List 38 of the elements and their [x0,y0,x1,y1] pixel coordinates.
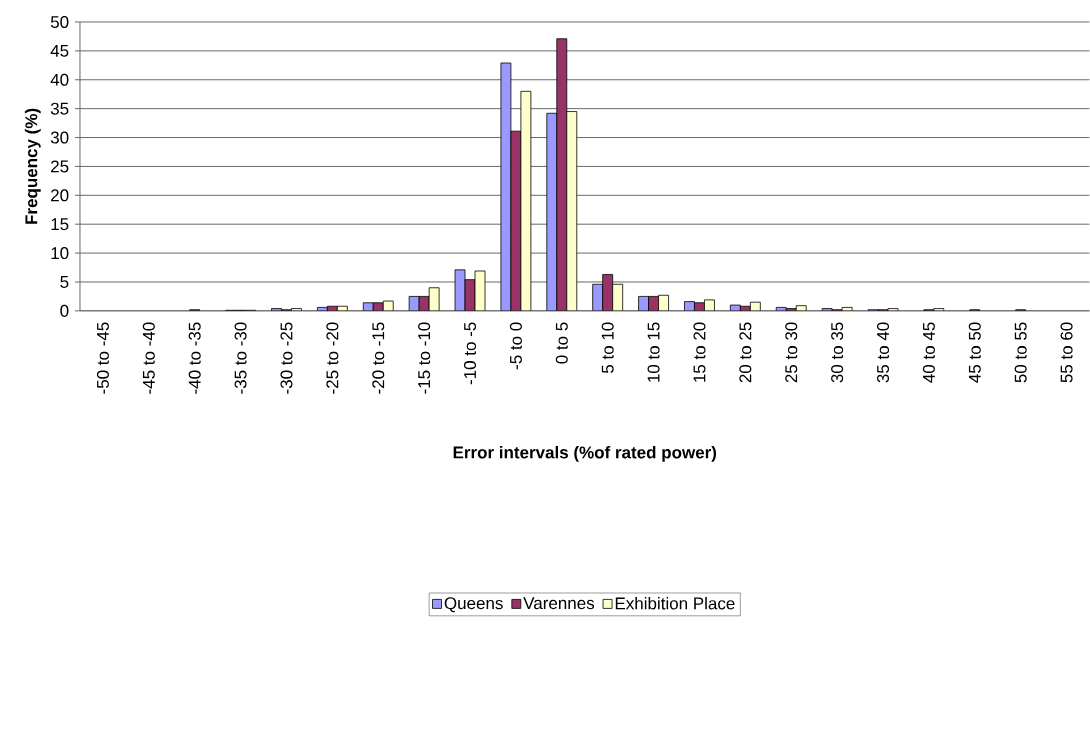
x-tick-label: 30 to 35 [831,322,844,383]
x-tick-label: -50 to -45 [96,322,109,394]
x-tick-label: -15 to -10 [418,322,431,394]
x-tick-label: -45 to -40 [142,322,155,394]
legend-label: Exhibition Place [615,597,735,610]
y-tick-label: 30 [50,131,69,144]
x-tick-label: -10 to -5 [464,322,477,385]
x-tick-label: 35 to 40 [876,322,890,383]
x-tick-label: 55 to 60 [1060,322,1073,383]
y-axis-title: Frequency (%) [24,108,41,224]
y-tick-label: 0 [60,305,69,318]
x-tick-label: 0 to 5 [555,322,568,364]
y-tick-label: 35 [50,102,69,115]
y-tick-label: 25 [51,160,69,173]
y-tick-label: 5 [60,276,69,289]
x-tick-label: -25 to -20 [326,322,339,394]
x-tick-label: 50 to 55 [1014,322,1027,383]
x-tick-label: -35 to -30 [234,322,247,394]
y-tick-label: 20 [51,189,69,202]
legend-label: Queens [444,597,503,613]
x-tick-label: -30 to -25 [280,322,293,394]
y-tick-label: 45 [50,45,69,57]
y-tick-label: 10 [51,247,69,260]
x-tick-label: -5 to 0 [509,322,522,370]
x-tick-label: 40 to 45 [922,322,935,383]
y-tick-label: 15 [51,218,69,231]
x-tick-label: 15 to 20 [693,322,706,382]
y-tick-label: 40 [50,73,69,86]
x-tick-label: -40 to -35 [188,322,201,394]
x-tick-label: -20 to -15 [372,322,385,394]
x-axis-title: Error intervals (%of rated power) [453,446,717,462]
x-tick-label: 5 to 10 [601,322,614,374]
x-tick-label: 10 to 15 [647,322,660,382]
y-tick-label: 50 [50,16,69,29]
x-tick-label: 20 to 25 [739,322,752,383]
legend-label: Varennes [523,597,595,610]
x-tick-label: 45 to 50 [968,322,981,383]
x-tick-label: 25 to 30 [785,322,798,383]
